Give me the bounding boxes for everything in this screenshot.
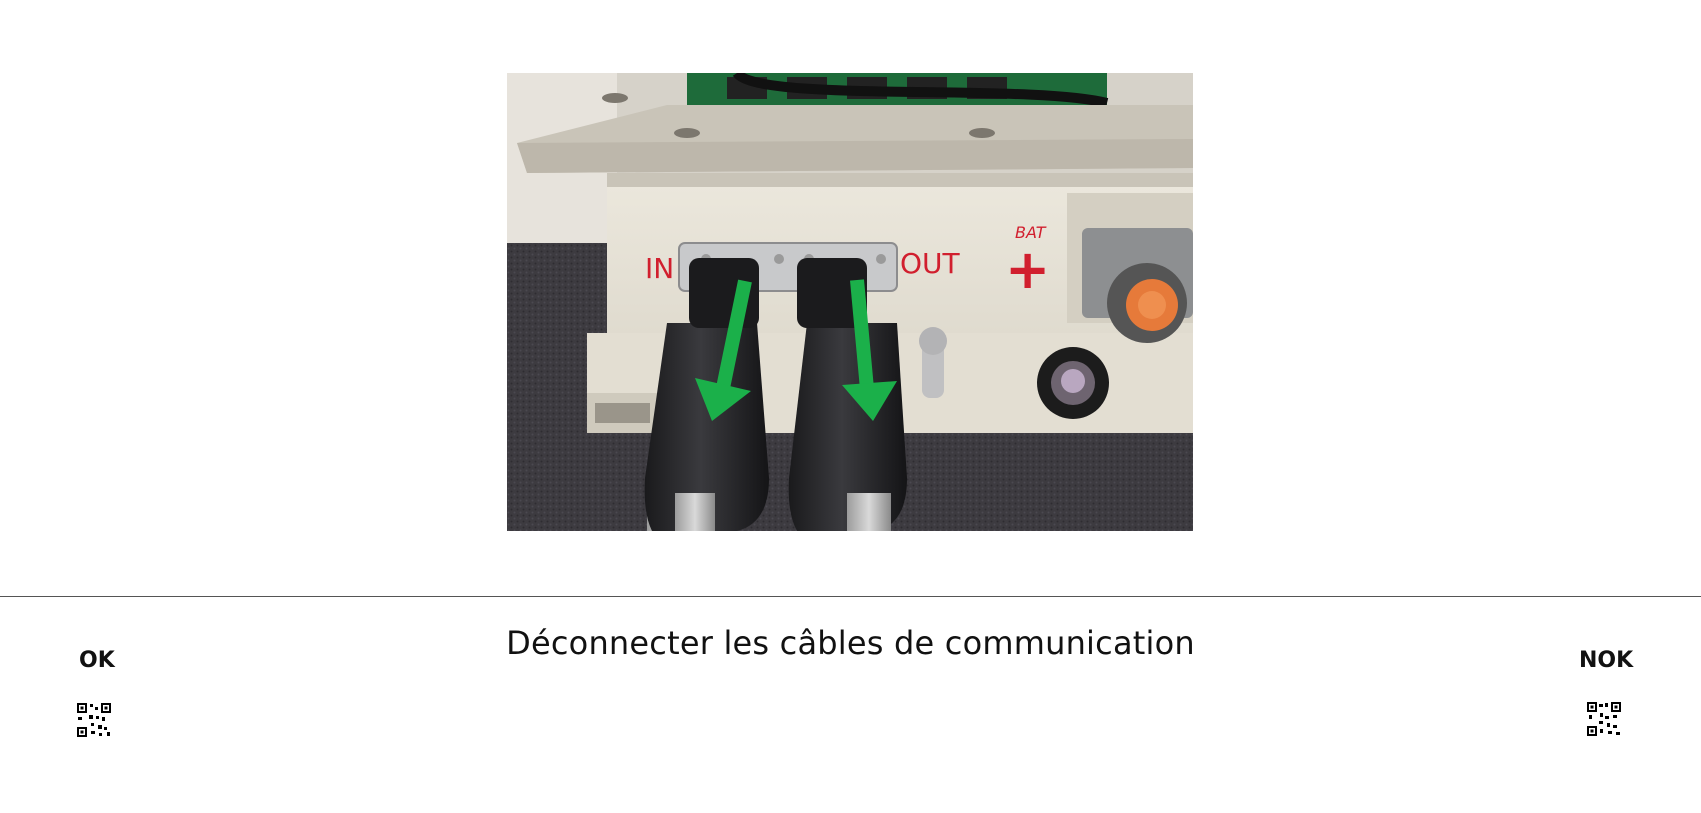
qr-code-icon[interactable] bbox=[77, 703, 111, 737]
panel-label-bat: BAT bbox=[1015, 223, 1047, 242]
pull-arrow-icon bbox=[842, 279, 897, 421]
pull-arrow-icon bbox=[695, 279, 752, 421]
instruction-photo: IN OUT BAT + bbox=[507, 73, 1193, 531]
ok-label: OK bbox=[79, 648, 115, 673]
section-divider bbox=[0, 596, 1701, 597]
panel-label-plus: + bbox=[1005, 238, 1050, 301]
qr-code-icon[interactable] bbox=[1587, 702, 1621, 736]
nok-label: NOK bbox=[1579, 648, 1634, 673]
instruction-text: Déconnecter les câbles de communication bbox=[506, 624, 1195, 662]
panel-label-out: OUT bbox=[900, 247, 961, 280]
panel-label-in: IN bbox=[645, 252, 674, 285]
